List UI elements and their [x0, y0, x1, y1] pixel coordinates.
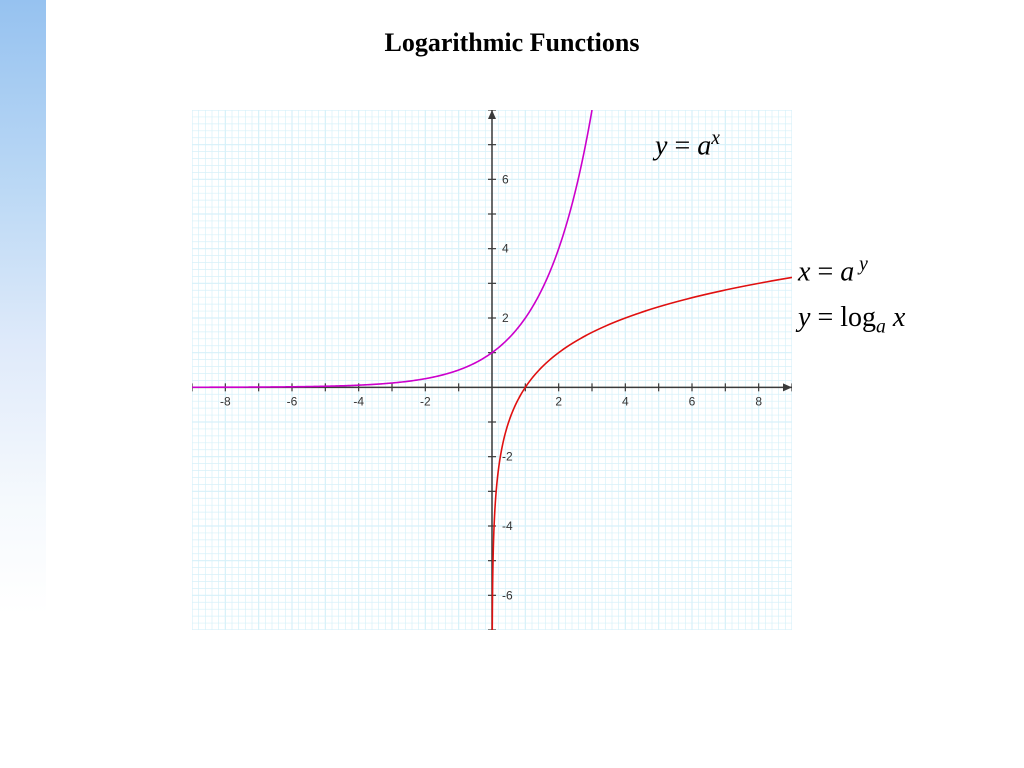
svg-text:-4: -4 [502, 519, 513, 533]
svg-text:-2: -2 [420, 394, 431, 408]
equation-exp: y = ax [655, 128, 720, 162]
chart-svg: -8 -6 -4 -2 2 4 6 8 -6 -4 -2 2 4 6 [192, 110, 792, 630]
page-title: Logarithmic Functions [0, 28, 1024, 58]
svg-text:-4: -4 [353, 394, 364, 408]
svg-text:-6: -6 [502, 588, 513, 602]
sidebar-gradient [0, 0, 46, 768]
equation-log-form2: y = loga x [798, 302, 905, 339]
svg-text:2: 2 [555, 394, 562, 408]
svg-text:6: 6 [689, 394, 696, 408]
equation-log-form1: x = ay [798, 254, 868, 288]
svg-text:8: 8 [755, 394, 762, 408]
svg-text:2: 2 [502, 311, 509, 325]
svg-text:-8: -8 [220, 394, 231, 408]
svg-text:4: 4 [622, 394, 629, 408]
svg-text:-2: -2 [502, 450, 513, 464]
svg-text:6: 6 [502, 172, 509, 186]
chart-container: -8 -6 -4 -2 2 4 6 8 -6 -4 -2 2 4 6 [192, 110, 792, 630]
svg-text:-6: -6 [287, 394, 298, 408]
svg-text:4: 4 [502, 242, 509, 256]
